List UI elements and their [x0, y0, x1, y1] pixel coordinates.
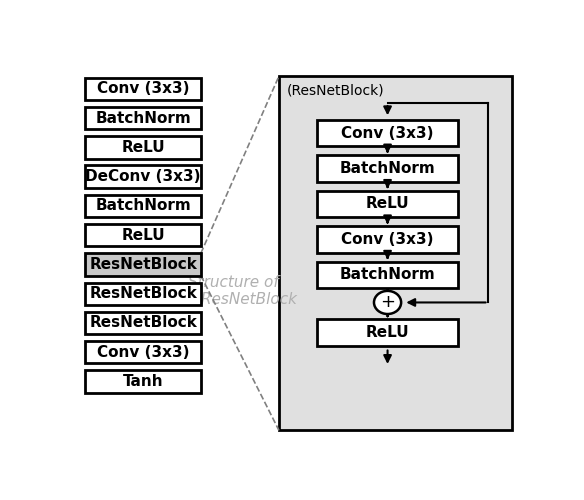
FancyBboxPatch shape — [85, 370, 201, 392]
Text: Structure of
the ResNetBlock: Structure of the ResNetBlock — [171, 275, 297, 307]
Text: ResNetBlock: ResNetBlock — [89, 316, 197, 330]
Text: BatchNorm: BatchNorm — [340, 161, 436, 176]
FancyBboxPatch shape — [85, 282, 201, 305]
FancyBboxPatch shape — [85, 254, 201, 276]
Text: Tanh: Tanh — [123, 374, 164, 389]
Text: Conv (3x3): Conv (3x3) — [97, 82, 189, 96]
FancyBboxPatch shape — [85, 136, 201, 158]
FancyBboxPatch shape — [85, 224, 201, 246]
Text: ReLU: ReLU — [366, 325, 409, 340]
Text: ReLU: ReLU — [366, 196, 409, 212]
Text: ResNetBlock: ResNetBlock — [89, 286, 197, 301]
FancyBboxPatch shape — [279, 76, 512, 430]
FancyBboxPatch shape — [318, 262, 458, 288]
FancyBboxPatch shape — [85, 78, 201, 100]
Text: (ResNetBlock): (ResNetBlock) — [287, 84, 385, 98]
Text: BatchNorm: BatchNorm — [95, 110, 191, 126]
FancyBboxPatch shape — [85, 312, 201, 334]
FancyBboxPatch shape — [318, 191, 458, 217]
Text: ReLU: ReLU — [121, 228, 165, 242]
Text: Conv (3x3): Conv (3x3) — [97, 344, 189, 360]
Text: +: + — [380, 294, 395, 312]
FancyBboxPatch shape — [85, 341, 201, 363]
Circle shape — [374, 291, 401, 314]
FancyBboxPatch shape — [318, 226, 458, 252]
Text: BatchNorm: BatchNorm — [340, 268, 436, 282]
FancyBboxPatch shape — [85, 166, 201, 188]
Text: Conv (3x3): Conv (3x3) — [341, 126, 434, 140]
FancyBboxPatch shape — [318, 120, 458, 146]
FancyBboxPatch shape — [85, 194, 201, 217]
Text: DeConv (3x3): DeConv (3x3) — [85, 169, 201, 184]
FancyBboxPatch shape — [318, 320, 458, 345]
FancyBboxPatch shape — [318, 156, 458, 182]
Text: ResNetBlock: ResNetBlock — [89, 257, 197, 272]
FancyBboxPatch shape — [85, 107, 201, 130]
Text: Conv (3x3): Conv (3x3) — [341, 232, 434, 247]
Text: ReLU: ReLU — [121, 140, 165, 155]
Text: BatchNorm: BatchNorm — [95, 198, 191, 214]
